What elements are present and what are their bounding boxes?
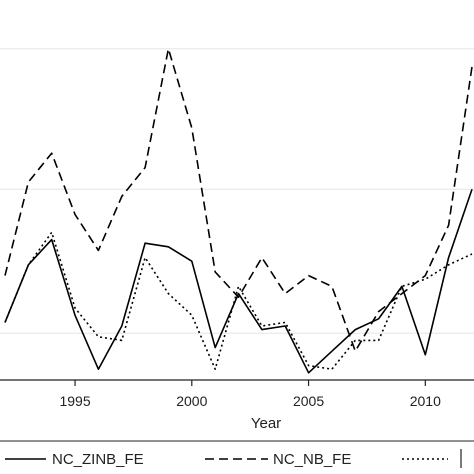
series-line-nc-nb-fe	[4, 47, 473, 353]
x-tick-label-2010: 2010	[410, 393, 441, 409]
series-line-series-3	[4, 231, 473, 371]
legend-label-zinb: NC_ZINB_FE	[52, 451, 144, 468]
series-line-nc-zinb-fe	[4, 188, 473, 374]
gridlines	[0, 48, 474, 334]
x-tick-label-2000: 2000	[176, 393, 207, 409]
x-axis-title: Year	[251, 415, 281, 432]
x-tick-label-1995: 1995	[59, 393, 90, 409]
series-lines	[4, 47, 473, 374]
x-ticks: 1995 2000 2005 2010	[59, 380, 441, 409]
legend: NC_ZINB_FE NC_NB_FE	[0, 440, 474, 474]
legend-label-nb: NC_NB_FE	[273, 451, 351, 468]
legend-box	[0, 440, 474, 474]
x-tick-label-2005: 2005	[293, 393, 324, 409]
